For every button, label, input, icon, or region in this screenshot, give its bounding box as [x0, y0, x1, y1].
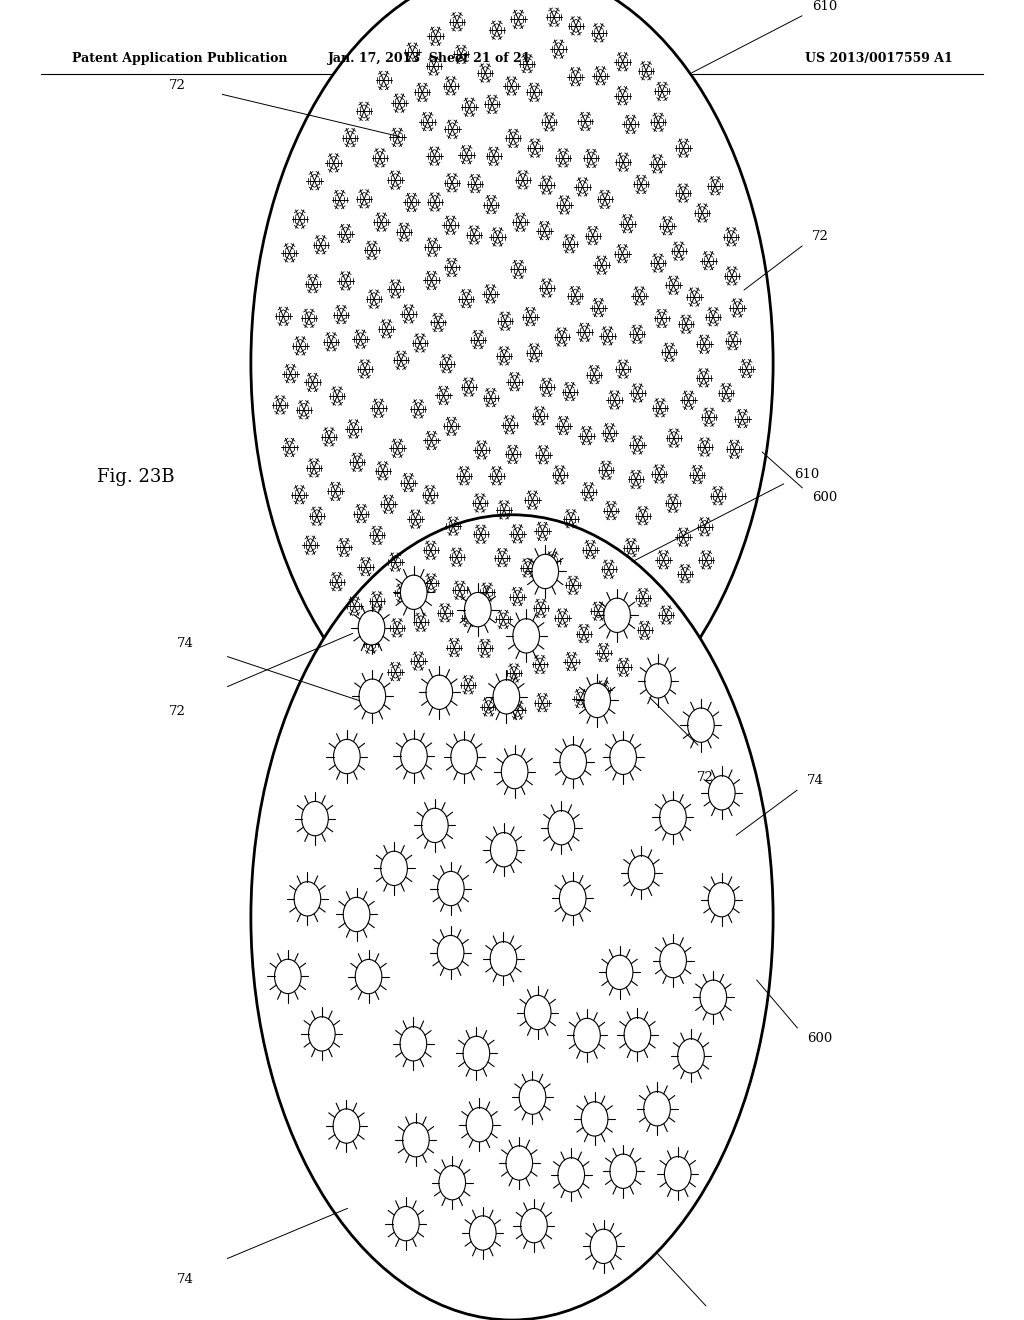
- Circle shape: [359, 678, 386, 713]
- Circle shape: [400, 576, 427, 610]
- Circle shape: [559, 882, 586, 916]
- Text: Fig. 23B: Fig. 23B: [97, 467, 175, 486]
- Ellipse shape: [251, 0, 773, 759]
- Circle shape: [573, 1018, 600, 1052]
- Text: Patent Application Publication: Patent Application Publication: [72, 51, 287, 65]
- Circle shape: [451, 739, 477, 774]
- Circle shape: [644, 1092, 671, 1126]
- Circle shape: [548, 810, 574, 845]
- Circle shape: [437, 871, 464, 906]
- Circle shape: [343, 898, 370, 932]
- Circle shape: [469, 1216, 496, 1250]
- Circle shape: [426, 675, 453, 709]
- Circle shape: [463, 1036, 489, 1071]
- Circle shape: [274, 960, 301, 994]
- Ellipse shape: [251, 515, 773, 1320]
- Circle shape: [333, 1109, 359, 1143]
- Circle shape: [645, 664, 672, 698]
- Circle shape: [358, 611, 385, 645]
- Text: 610: 610: [794, 469, 819, 480]
- Circle shape: [493, 680, 519, 714]
- Circle shape: [606, 956, 633, 990]
- Circle shape: [560, 744, 587, 779]
- Circle shape: [422, 808, 449, 842]
- Circle shape: [465, 593, 492, 627]
- Circle shape: [700, 979, 727, 1014]
- Text: 72: 72: [696, 771, 714, 784]
- Circle shape: [400, 1027, 427, 1061]
- Text: 610: 610: [812, 0, 838, 13]
- Circle shape: [665, 1156, 691, 1191]
- Circle shape: [355, 960, 382, 994]
- Circle shape: [610, 741, 637, 775]
- Circle shape: [466, 1107, 493, 1142]
- Text: 72: 72: [169, 79, 185, 92]
- Circle shape: [624, 1018, 650, 1052]
- Circle shape: [302, 801, 329, 836]
- Text: 600: 600: [812, 491, 838, 504]
- Circle shape: [584, 684, 610, 718]
- Circle shape: [531, 554, 558, 589]
- Circle shape: [582, 1102, 608, 1137]
- Circle shape: [439, 1166, 466, 1200]
- Text: 72: 72: [812, 230, 829, 243]
- Text: 74: 74: [176, 1274, 194, 1286]
- Text: Jan. 17, 2013  Sheet 21 of 21: Jan. 17, 2013 Sheet 21 of 21: [329, 51, 531, 65]
- Circle shape: [437, 936, 464, 970]
- Circle shape: [558, 1158, 585, 1192]
- Text: 74: 74: [176, 638, 194, 651]
- Circle shape: [610, 1154, 637, 1188]
- Circle shape: [490, 941, 517, 975]
- Text: 72: 72: [169, 705, 185, 718]
- Circle shape: [628, 855, 654, 890]
- Circle shape: [519, 1080, 546, 1114]
- Text: US 2013/0017559 A1: US 2013/0017559 A1: [805, 51, 952, 65]
- Circle shape: [520, 1208, 547, 1242]
- Circle shape: [490, 833, 517, 867]
- Circle shape: [381, 851, 408, 886]
- Circle shape: [334, 739, 360, 774]
- Circle shape: [709, 776, 735, 810]
- Circle shape: [400, 739, 427, 774]
- Circle shape: [308, 1016, 335, 1051]
- Circle shape: [590, 1229, 616, 1263]
- Circle shape: [392, 1206, 419, 1241]
- Circle shape: [688, 708, 715, 742]
- Text: 74: 74: [807, 774, 824, 787]
- Circle shape: [604, 598, 631, 632]
- Circle shape: [402, 1122, 429, 1156]
- Text: 600: 600: [807, 1032, 833, 1044]
- Circle shape: [502, 755, 528, 789]
- Circle shape: [678, 1039, 705, 1073]
- Circle shape: [659, 800, 686, 834]
- Circle shape: [506, 1146, 532, 1180]
- Circle shape: [513, 619, 540, 653]
- Circle shape: [709, 883, 735, 917]
- Circle shape: [524, 995, 551, 1030]
- Circle shape: [294, 882, 321, 916]
- Circle shape: [659, 944, 686, 978]
